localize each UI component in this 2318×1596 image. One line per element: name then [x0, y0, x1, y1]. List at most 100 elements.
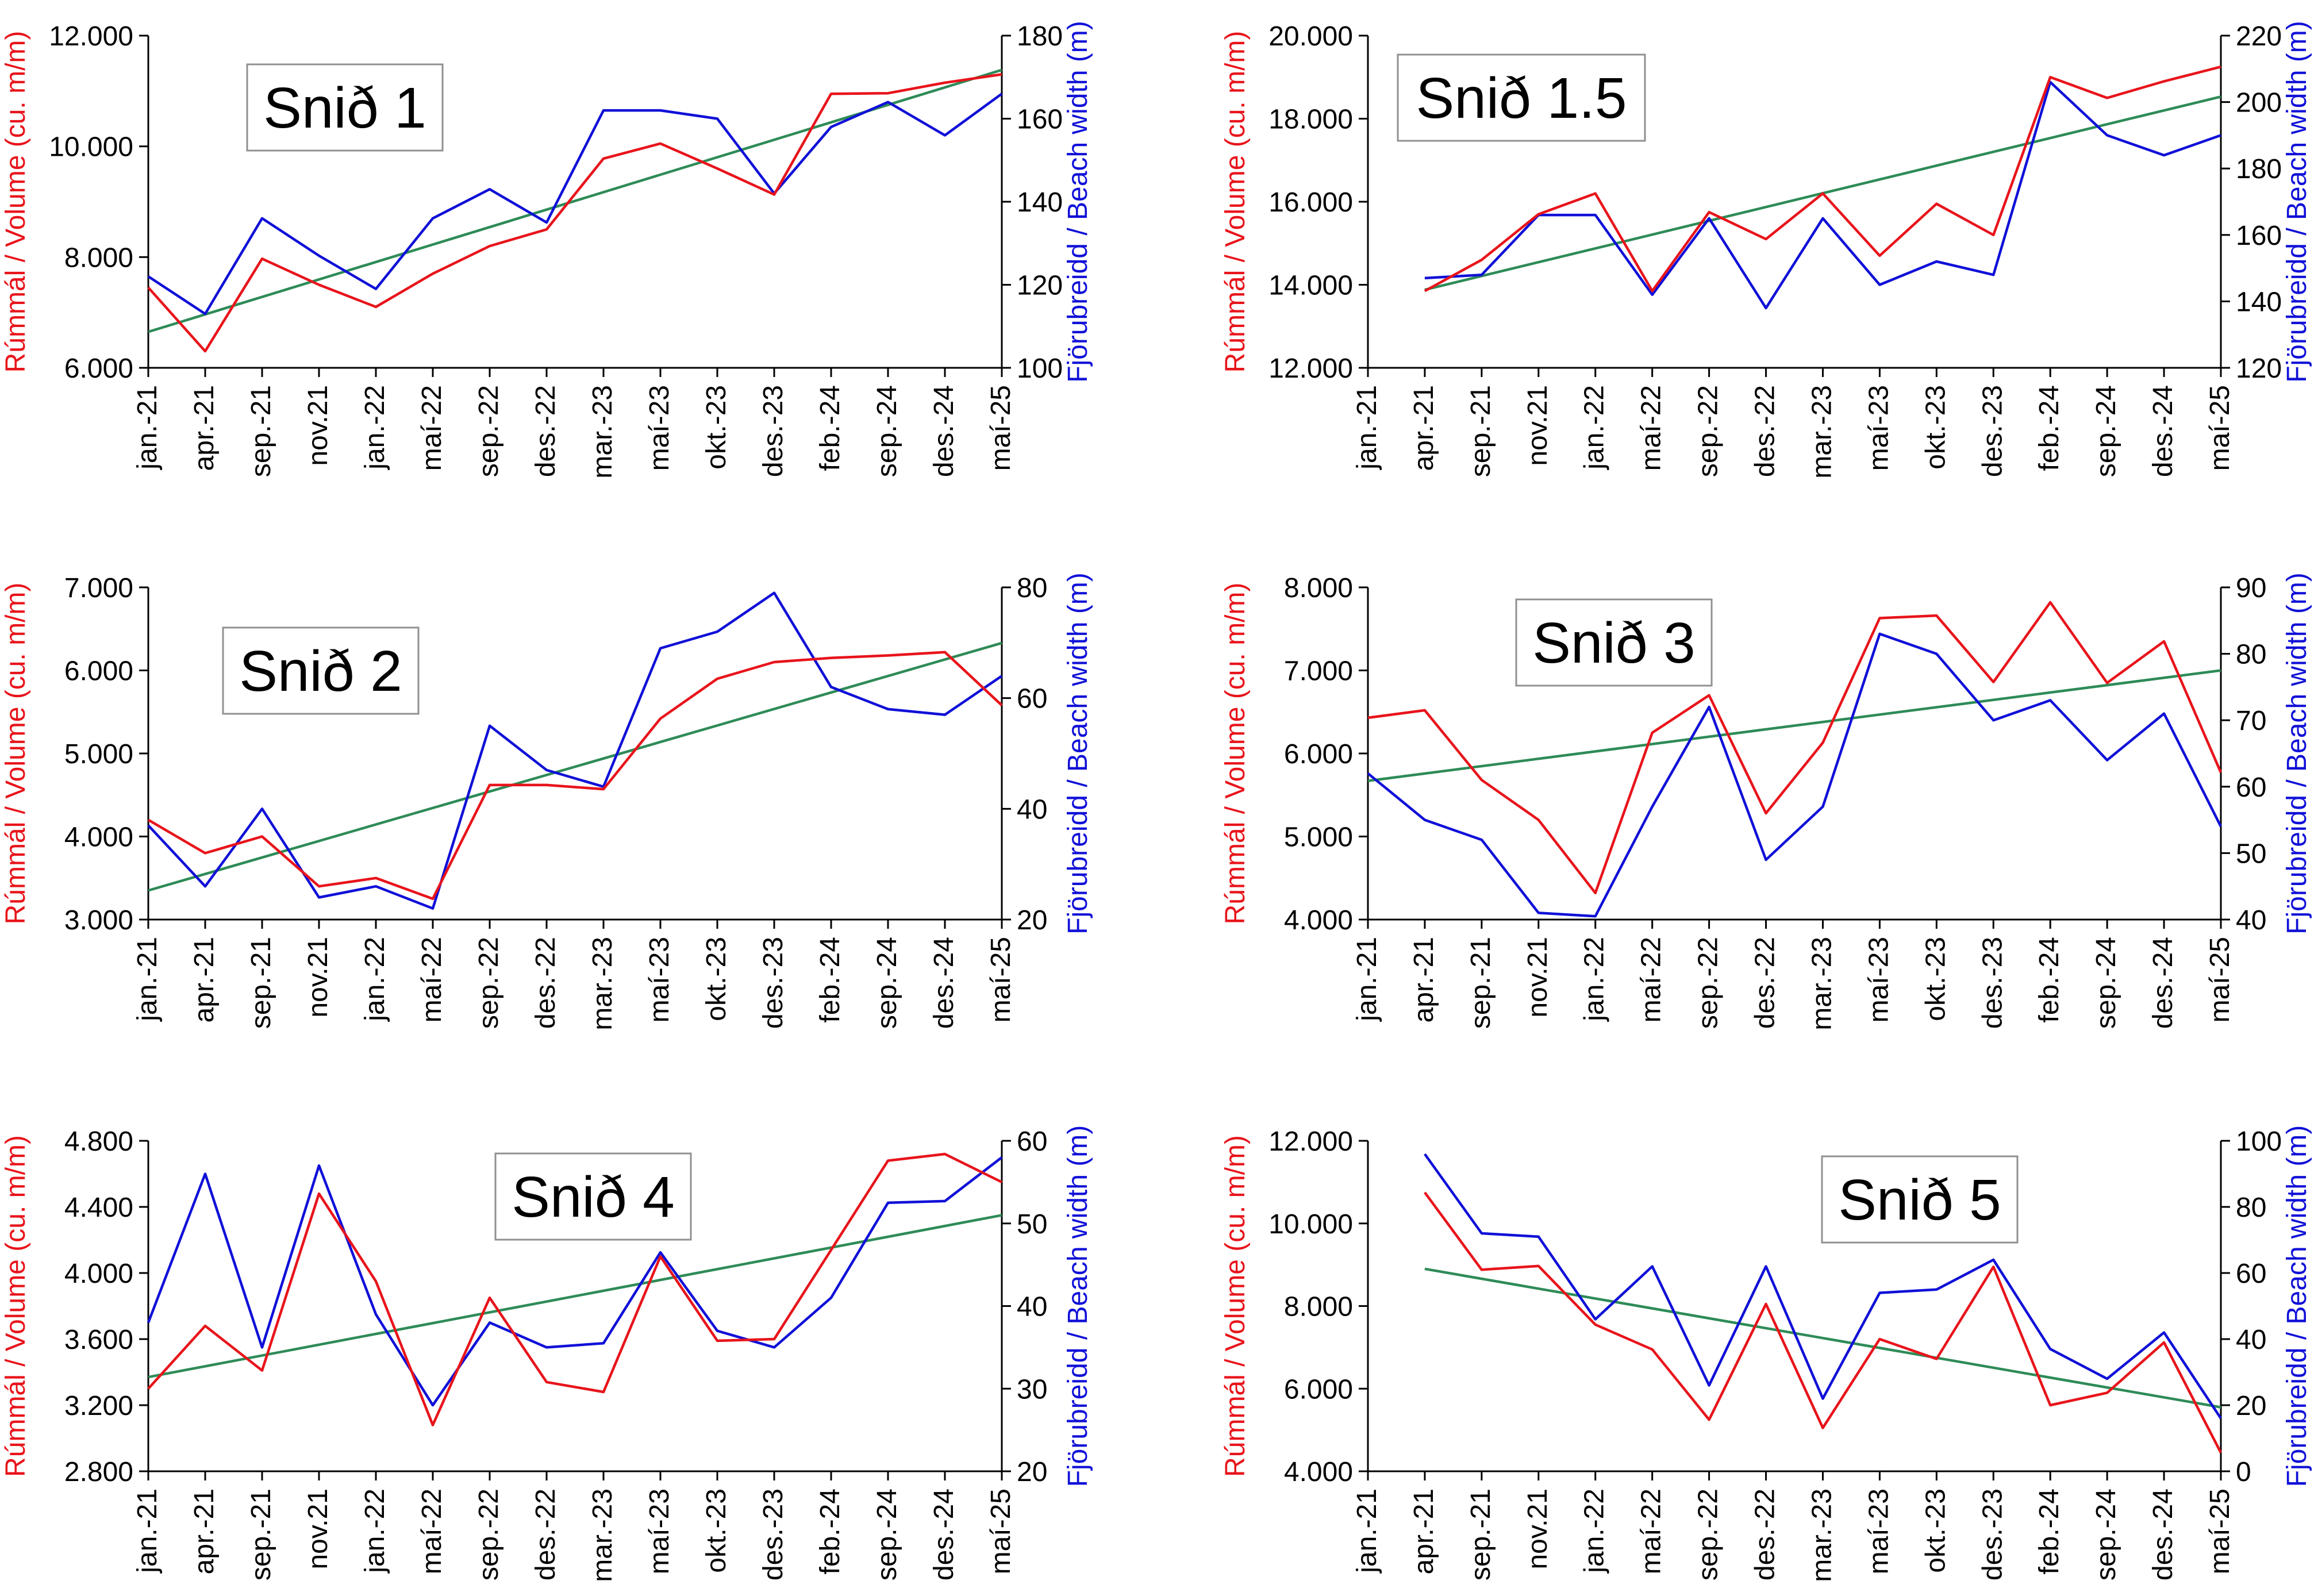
left-tick-label: 8.000	[64, 243, 133, 273]
volume-line	[147, 1152, 1002, 1426]
x-tick-label: mar.-23	[1806, 385, 1837, 479]
x-tick-label: jan.-21	[132, 1489, 163, 1574]
y-left-label: Rúmmál / Volume (cu. m/m)	[1, 1135, 31, 1477]
x-tick-label: maí-25	[2205, 937, 2235, 1022]
x-tick-label: sep.-21	[246, 1489, 276, 1580]
x-tick-label: nov.21	[1523, 1489, 1553, 1570]
x-tick-label: des.-24	[2148, 937, 2178, 1029]
x-tick-label: jan.-21	[132, 385, 163, 471]
chart-title: Snið 1	[263, 76, 426, 140]
right-tick-label: 140	[1017, 187, 1063, 218]
left-tick-label: 4.400	[64, 1193, 133, 1223]
beach-width-line	[147, 93, 1003, 316]
x-tick-label: sep.-21	[246, 937, 276, 1029]
x-tick-label: sep.-24	[872, 937, 902, 1029]
right-tick-label: 40	[1017, 1292, 1047, 1322]
chart-panel: 4.000 6.000 8.000 10.000 12.000 0 20 40 60 80 100 j…	[1220, 1125, 2312, 1582]
right-tick-label: 80	[1017, 573, 1047, 603]
x-tick-label: jan.-22	[360, 937, 390, 1022]
title-box	[1515, 598, 1713, 687]
x-tick-label: sep.-21	[1466, 385, 1496, 477]
y-right-label: Fjörubreidd / Beach width (m)	[2282, 572, 2312, 934]
right-tick-label: 100	[1017, 353, 1063, 384]
x-tick-label: maí-22	[1636, 385, 1667, 471]
x-tick-label: jan.-22	[1579, 385, 1610, 471]
chart-panel: 4.000 5.000 6.000 7.000 8.000 40 50 60 70 80 90 jan…	[1220, 572, 2312, 1030]
right-tick-label: 50	[2236, 839, 2266, 869]
chart-title: Snið 5	[1838, 1168, 2001, 1232]
x-tick-label: apr.-21	[189, 937, 220, 1022]
left-tick-label: 3.600	[64, 1325, 133, 1355]
x-tick-label: maí-23	[1863, 1489, 1894, 1574]
x-tick-label: des.-24	[929, 1489, 959, 1580]
right-tick-label: 80	[2236, 1193, 2266, 1223]
y-left-label: Rúmmál / Volume (cu. m/m)	[1220, 1135, 1251, 1477]
right-tick-label: 20	[1017, 1457, 1047, 1487]
right-tick-label: 160	[2236, 221, 2282, 251]
y-left-label: Rúmmál / Volume (cu. m/m)	[1220, 31, 1251, 373]
x-tick-label: maí-25	[986, 937, 1016, 1022]
left-tick-label: 6.000	[64, 353, 133, 384]
x-tick-label: sep.-24	[872, 385, 902, 477]
y-left-label: Rúmmál / Volume (cu. m/m)	[1220, 583, 1251, 925]
x-tick-label: des.-22	[1750, 1489, 1781, 1580]
x-tick-label: nov.21	[1523, 385, 1553, 466]
left-tick-label: 4.000	[64, 1259, 133, 1289]
x-tick-label: des.-24	[2148, 1489, 2178, 1580]
left-tick-label: 6.000	[1284, 1374, 1353, 1405]
left-tick-label: 4.000	[1284, 905, 1353, 936]
x-tick-label: maí-22	[1636, 1489, 1667, 1574]
x-tick-label: sep.-24	[2091, 937, 2121, 1029]
x-tick-label: sep.-22	[474, 937, 504, 1029]
x-tick-label: sep.-24	[872, 1489, 902, 1580]
x-tick-label: maí-25	[986, 385, 1016, 471]
x-tick-label: okt.-23	[1920, 385, 1951, 470]
x-tick-label: feb.-24	[2034, 937, 2065, 1022]
beach-width-line	[1424, 1153, 2222, 1420]
x-tick-label: sep.-24	[2091, 1489, 2121, 1580]
right-tick-label: 100	[2236, 1126, 2282, 1157]
x-tick-label: nov.21	[303, 385, 333, 466]
x-tick-label: jan.-21	[132, 937, 163, 1022]
right-tick-label: 0	[2236, 1457, 2251, 1487]
left-tick-label: 12.000	[1268, 1126, 1353, 1157]
x-tick-label: jan.-22	[360, 1489, 390, 1574]
beach-width-line	[147, 1156, 1003, 1407]
trend-line	[1367, 669, 2221, 782]
x-tick-label: des.-22	[531, 1489, 561, 1580]
x-tick-label: des.-24	[2148, 385, 2178, 477]
x-tick-label: sep.-24	[2091, 385, 2121, 477]
x-tick-label: okt.-23	[701, 385, 732, 470]
x-tick-label: des.-23	[1977, 1489, 2008, 1580]
left-tick-label: 3.000	[64, 905, 133, 936]
right-tick-label: 60	[2236, 772, 2266, 803]
x-tick-label: des.-23	[1977, 937, 2008, 1029]
title-box	[1821, 1155, 2019, 1244]
x-tick-label: okt.-23	[701, 1489, 732, 1573]
left-tick-label: 10.000	[49, 132, 133, 163]
x-tick-label: sep.-22	[1693, 385, 1724, 477]
beach-width-line	[147, 591, 1003, 910]
left-tick-label: 5.000	[64, 739, 133, 770]
x-tick-label: mar.-23	[587, 937, 618, 1030]
chart-panel: 12.000 14.000 16.000 18.000 20.000 120 140 160 1…	[1220, 21, 2312, 479]
x-tick-label: feb.-24	[2034, 1489, 2065, 1574]
x-tick-label: feb.-24	[2034, 385, 2065, 471]
right-tick-label: 180	[1017, 21, 1063, 52]
y-right-label: Fjörubreidd / Beach width (m)	[2282, 1125, 2312, 1487]
title-box	[1397, 53, 1646, 142]
volume-line	[147, 651, 1003, 901]
left-tick-label: 7.000	[1284, 656, 1353, 687]
title-box	[246, 63, 444, 152]
x-tick-label: apr.-21	[1409, 385, 1439, 471]
x-tick-label: feb.-24	[815, 1489, 845, 1574]
y-right-label: Fjörubreidd / Beach width (m)	[1063, 21, 1093, 383]
chart-title: Snið 3	[1532, 611, 1696, 675]
x-tick-label: mar.-23	[1806, 937, 1837, 1030]
left-tick-label: 3.200	[64, 1391, 133, 1421]
left-tick-label: 10.000	[1268, 1209, 1353, 1240]
x-tick-label: des.-22	[531, 385, 561, 477]
right-tick-label: 40	[2236, 905, 2266, 936]
x-tick-label: des.-24	[929, 385, 959, 477]
